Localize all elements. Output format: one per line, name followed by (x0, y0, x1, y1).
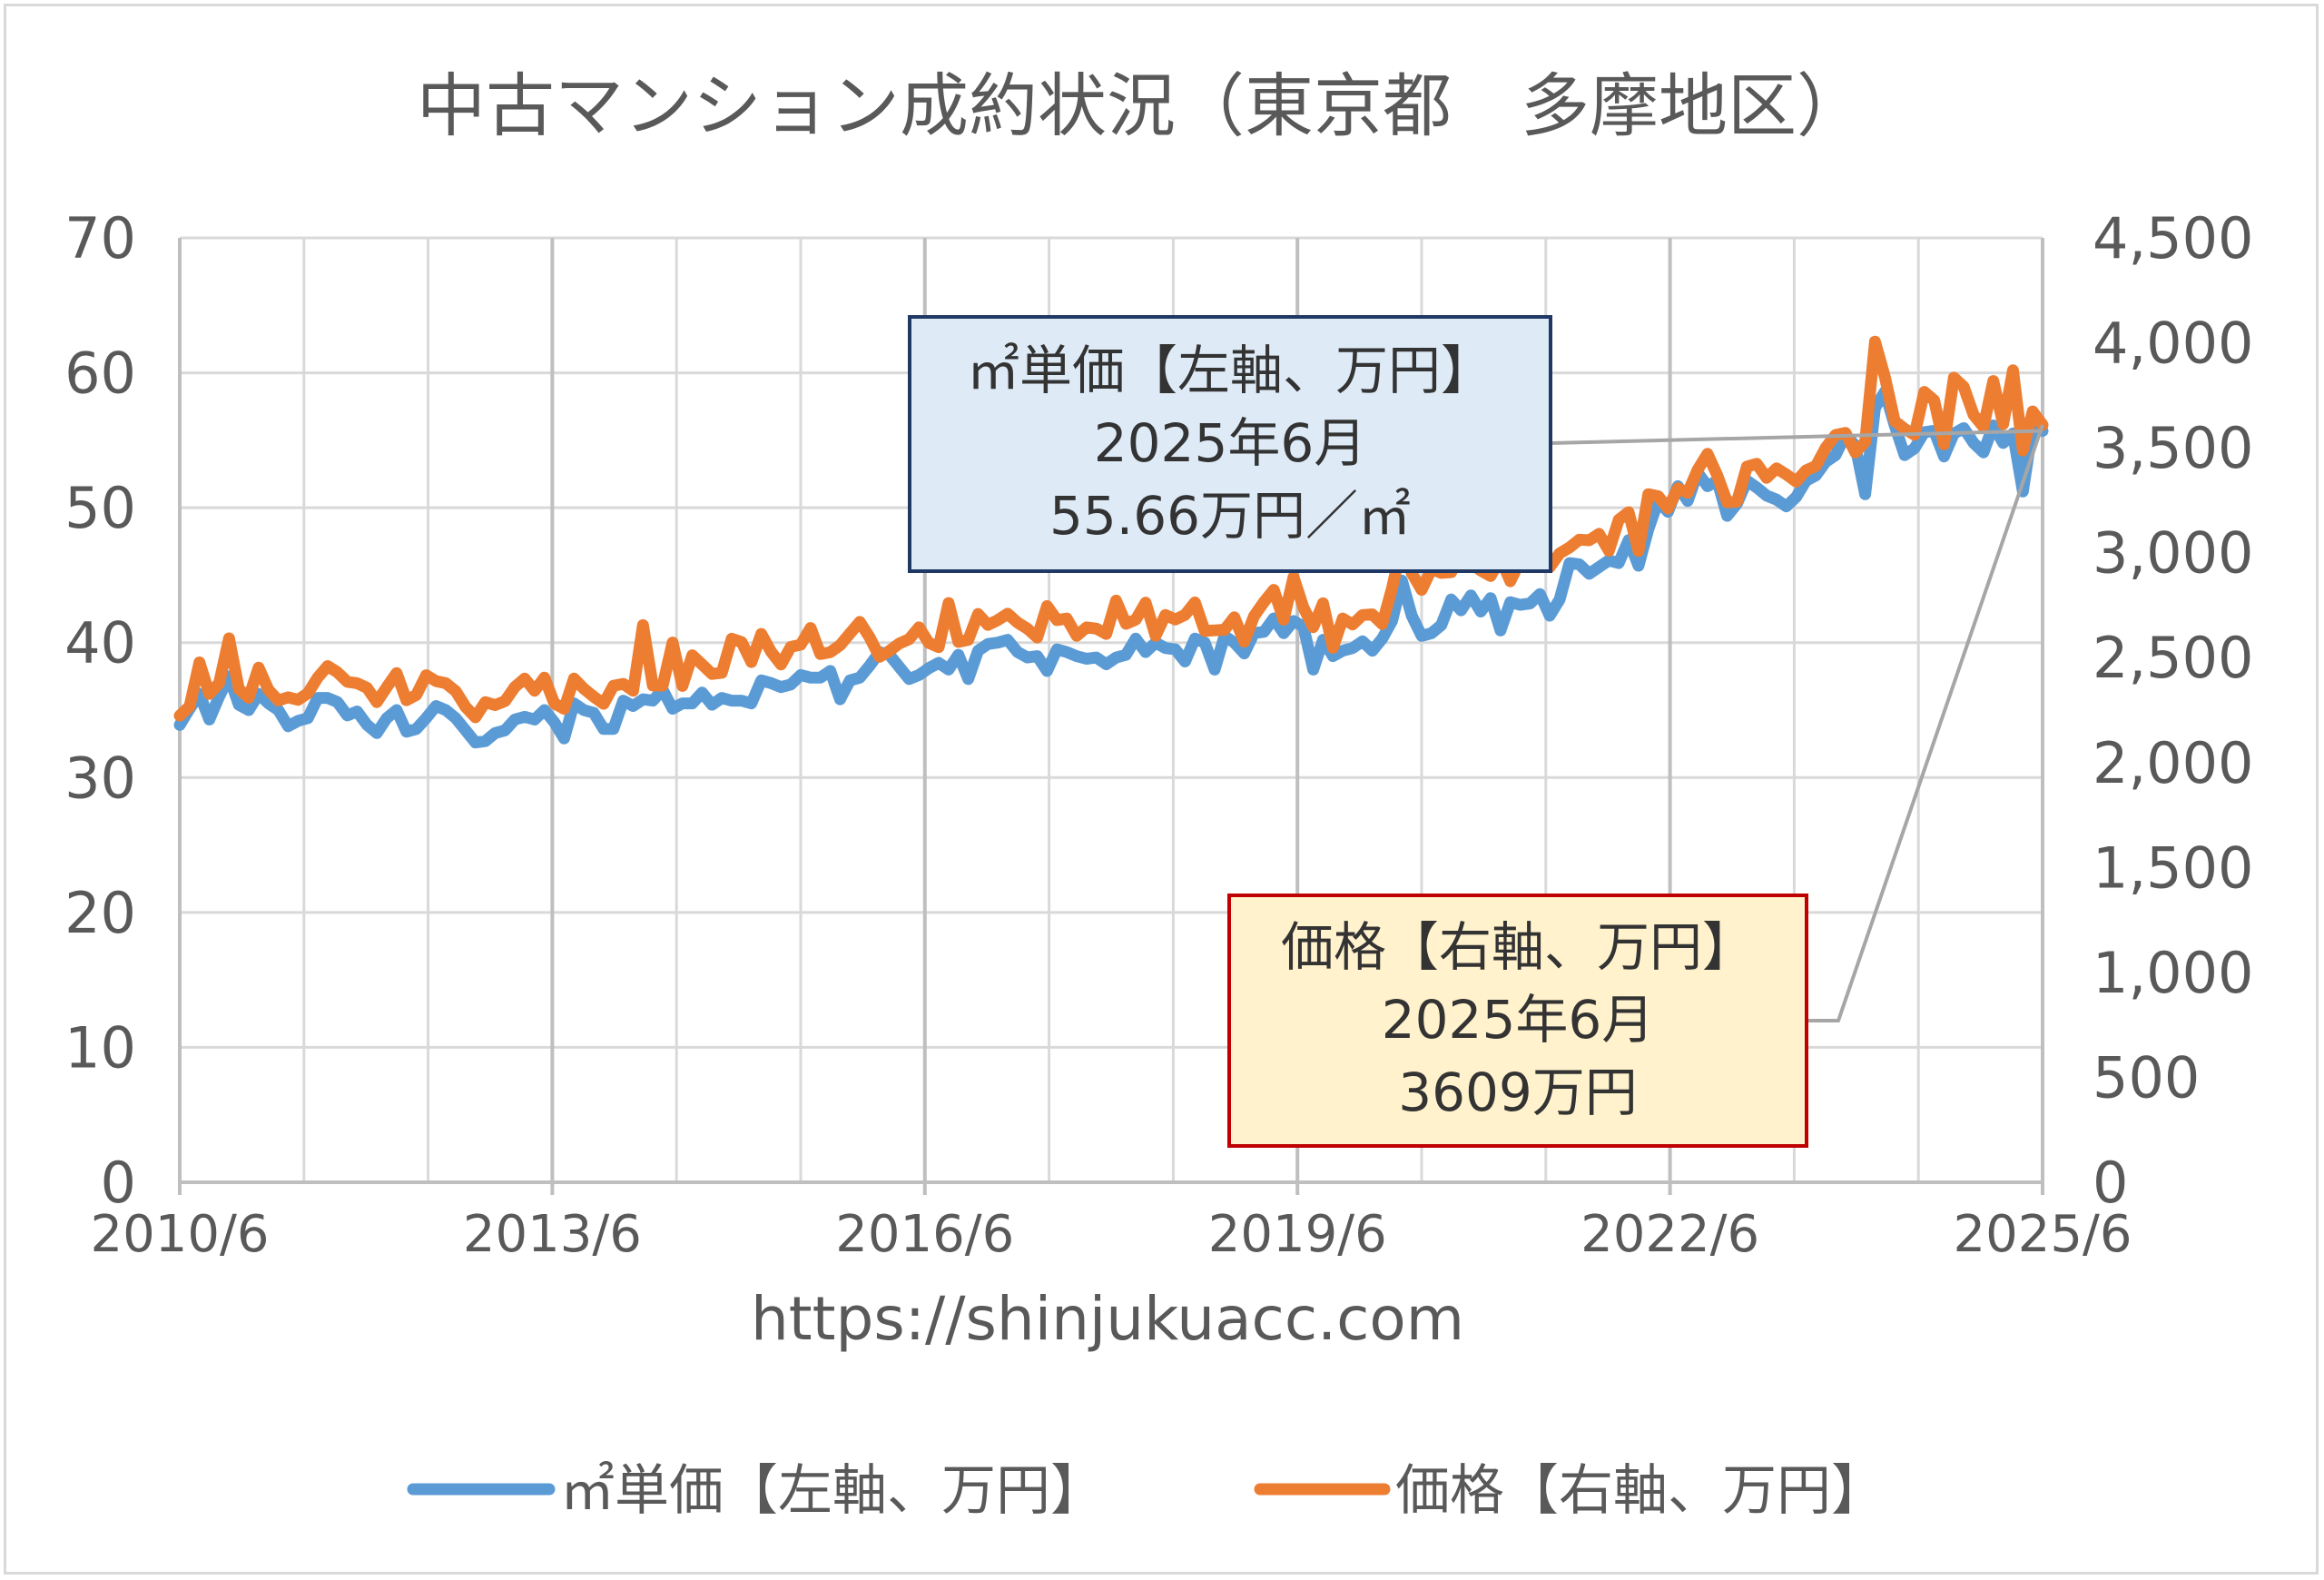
series-line-price (173, 335, 2049, 724)
x-axis: 2010/6 2013/6 2016/6 2019/6 2022/6 2025/6 (90, 1182, 2132, 1264)
legend-label-sqm-price: ㎡単価【左軸、万円】 (560, 1459, 1105, 1523)
x-tick-label: 2022/6 (1581, 1205, 1759, 1264)
callout-sqm-line-3: 55.66万円／㎡ (1049, 485, 1411, 547)
callout-price-line-3: 3609万円 (1398, 1062, 1638, 1123)
source-url: https://shinjukuacc.com (751, 1284, 1464, 1354)
series-line-sqm-price (173, 385, 2049, 749)
x-tick-label: 2025/6 (1953, 1205, 2132, 1264)
y-right-tick-label: 1,000 (2093, 940, 2254, 1006)
x-tick-label: 2010/6 (90, 1205, 269, 1264)
x-tick-label: 2019/6 (1208, 1205, 1387, 1264)
y-left-tick-label: 30 (64, 745, 136, 811)
callout-sqm: ㎡単価【左軸、万円】 2025年6月 55.66万円／㎡ (908, 315, 1552, 573)
y-axis-left: 0 10 20 30 40 50 60 70 (64, 205, 136, 1216)
y-right-tick-label: 500 (2093, 1044, 2200, 1111)
x-tick-label: 2013/6 (463, 1205, 642, 1264)
callout-sqm-box (908, 315, 1552, 573)
y-axis-right: 0 500 1,000 1,500 2,000 2,500 3,000 3,500 4,000 4… (2093, 205, 2254, 1216)
callout-price-box (1227, 894, 1808, 1148)
y-right-tick-label: 2,500 (2093, 625, 2254, 691)
y-right-tick-label: 3,000 (2093, 520, 2254, 587)
y-left-tick-label: 20 (64, 880, 136, 946)
callout-leader-sqm (1550, 429, 2043, 445)
y-right-tick-label: 2,000 (2093, 730, 2254, 796)
y-right-tick-label: 4,000 (2093, 311, 2254, 377)
y-right-tick-label: 0 (2093, 1150, 2128, 1216)
y-left-tick-label: 10 (64, 1014, 136, 1081)
legend: ㎡単価【左軸、万円】 価格【右軸、万円】 (407, 1459, 1886, 1523)
callout-price-line-1: 価格【右軸、万円】 (1281, 916, 1755, 978)
y-right-tick-label: 1,500 (2093, 834, 2254, 901)
y-left-tick-label: 70 (64, 205, 136, 272)
y-left-tick-label: 60 (64, 341, 136, 407)
callout-price: 価格【右軸、万円】 2025年6月 3609万円 (1227, 894, 1808, 1148)
chart-frame (4, 4, 2319, 1575)
y-left-tick-label: 40 (64, 610, 136, 676)
callout-price-line-2: 2025年6月 (1382, 989, 1655, 1051)
y-right-tick-label: 3,500 (2093, 415, 2254, 481)
chart-title: 中古マンション成約状況（東京都 多摩地区） (417, 65, 1866, 146)
callout-sqm-line-1: ㎡単価【左軸、万円】 (967, 340, 1493, 401)
x-tick-label: 2016/6 (835, 1205, 1014, 1264)
callout-sqm-line-2: 2025年6月 (1094, 412, 1367, 474)
y-right-tick-label: 4,500 (2093, 205, 2254, 272)
y-left-tick-label: 0 (101, 1150, 136, 1216)
callout-leader-price (1807, 424, 2044, 1022)
y-left-tick-label: 50 (64, 475, 136, 541)
legend-label-price: 価格【右軸、万円】 (1395, 1459, 1886, 1523)
